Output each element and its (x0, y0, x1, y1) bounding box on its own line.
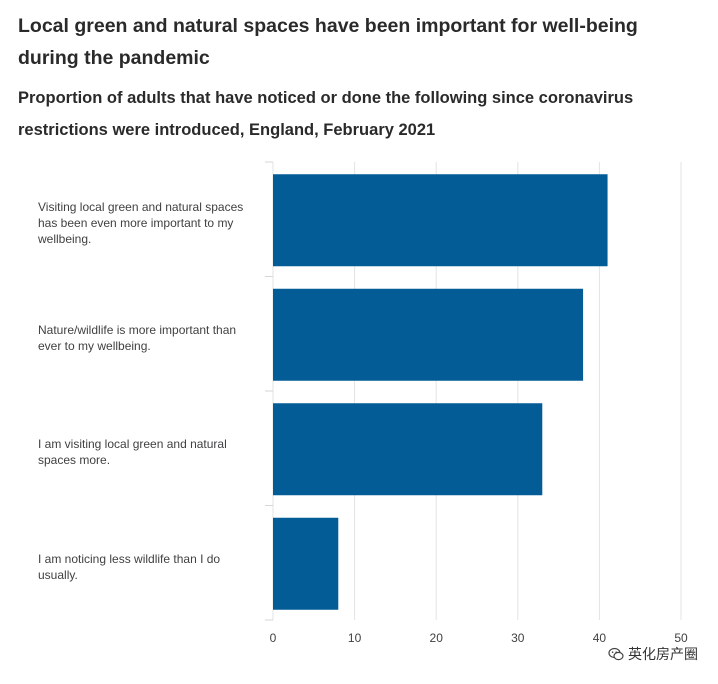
category-label: I am noticing less wildlife than I do us… (38, 551, 221, 582)
x-tick-label: 50 (674, 631, 688, 645)
chart-subtitle: Proportion of adults that have noticed o… (18, 89, 634, 139)
category-label: I am visiting local green and natural sp… (38, 437, 227, 468)
x-tick-label: 10 (348, 631, 362, 645)
x-tick-label: 30 (511, 631, 525, 645)
x-tick-label: 40 (593, 631, 607, 645)
category-label: Nature/wildlife is more important than e… (38, 322, 237, 353)
bar (273, 403, 543, 496)
chart-title: Local green and natural spaces have been… (18, 15, 638, 69)
x-tick-label: 0 (270, 631, 277, 645)
watermark-text: 英化房产圈 (628, 646, 698, 662)
category-label: Visiting local green and natural spaces … (38, 200, 244, 247)
wechat-icon (608, 647, 624, 661)
bar (273, 517, 339, 610)
x-tick-label: 20 (430, 631, 444, 645)
bar (273, 288, 584, 381)
watermark: 英化房产圈 (608, 644, 698, 664)
bar (273, 174, 608, 267)
